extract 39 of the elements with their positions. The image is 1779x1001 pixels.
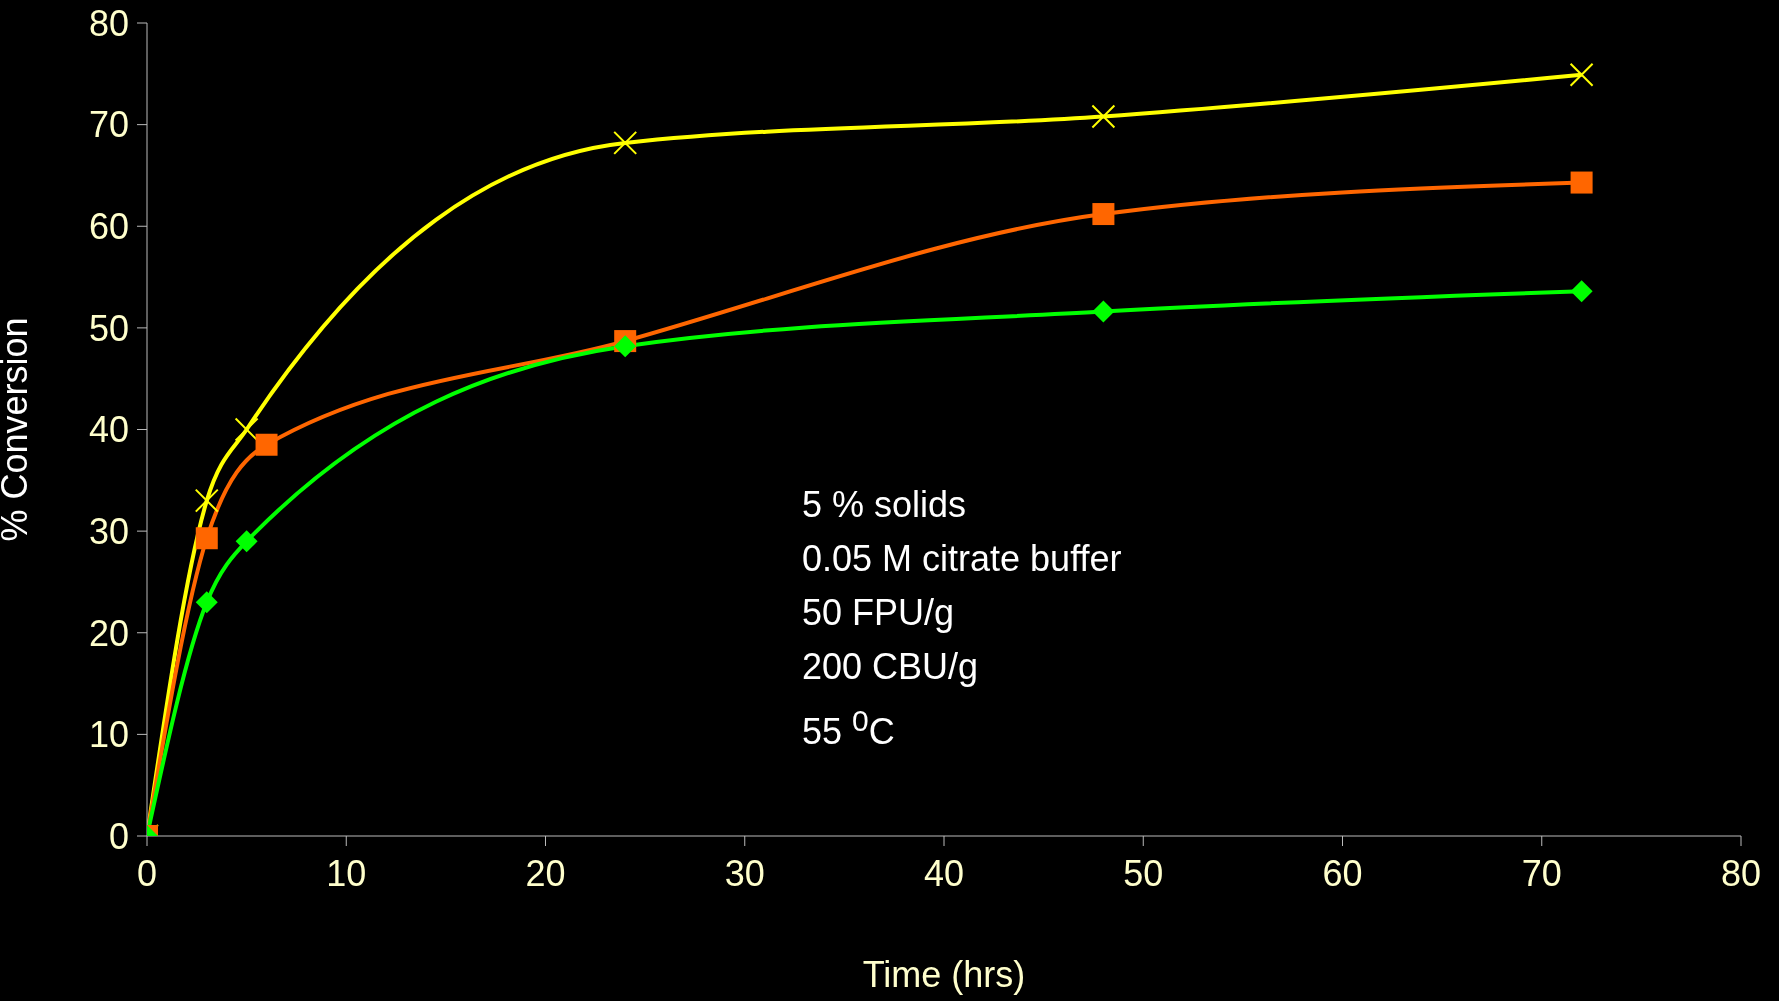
point — [235, 530, 258, 553]
x-tick-label: 30 — [724, 852, 765, 894]
point — [1092, 203, 1115, 226]
point — [614, 335, 637, 358]
point — [195, 591, 218, 614]
x-tick-label: 40 — [923, 852, 965, 894]
y-tick-label: 60 — [88, 206, 129, 248]
y-tick-label: 10 — [88, 714, 129, 756]
point — [1569, 62, 1594, 87]
y-tick-label: 80 — [88, 2, 129, 44]
point — [1570, 280, 1593, 303]
annotation: 50 FPU/g — [802, 591, 956, 635]
point — [194, 488, 219, 513]
annotation: 55 $^{0}$C — [802, 703, 896, 754]
y-tick-label: 20 — [88, 612, 129, 654]
point — [1570, 171, 1593, 194]
x-tick-label: 80 — [1720, 852, 1762, 894]
point — [613, 130, 638, 155]
y-tick-label: 70 — [88, 104, 129, 146]
point — [255, 433, 278, 456]
y-tick-label: 0 — [108, 815, 129, 857]
x-tick-label: 0 — [136, 852, 158, 894]
x-tick-label: 20 — [525, 852, 566, 894]
y-tick-label: 30 — [88, 510, 129, 552]
y-axis-title: % Conversion — [0, 317, 35, 542]
x-axis-title: Time (hrs) — [862, 954, 1026, 995]
annotation: 200 CBU/g — [802, 645, 980, 689]
y-tick-label: 50 — [88, 307, 129, 349]
x-tick-label: 60 — [1322, 852, 1363, 894]
x-tick-label: 70 — [1521, 852, 1562, 894]
point — [1091, 104, 1116, 129]
annotation: 5 % solids — [802, 483, 968, 527]
point — [1092, 300, 1115, 323]
point — [195, 527, 218, 550]
point — [234, 417, 259, 442]
x-tick-label: 10 — [326, 852, 367, 894]
x-tick-label: 50 — [1123, 852, 1164, 894]
y-tick-label: 40 — [88, 409, 129, 451]
annotation: 0.05 M citrate buffer — [802, 537, 1122, 581]
